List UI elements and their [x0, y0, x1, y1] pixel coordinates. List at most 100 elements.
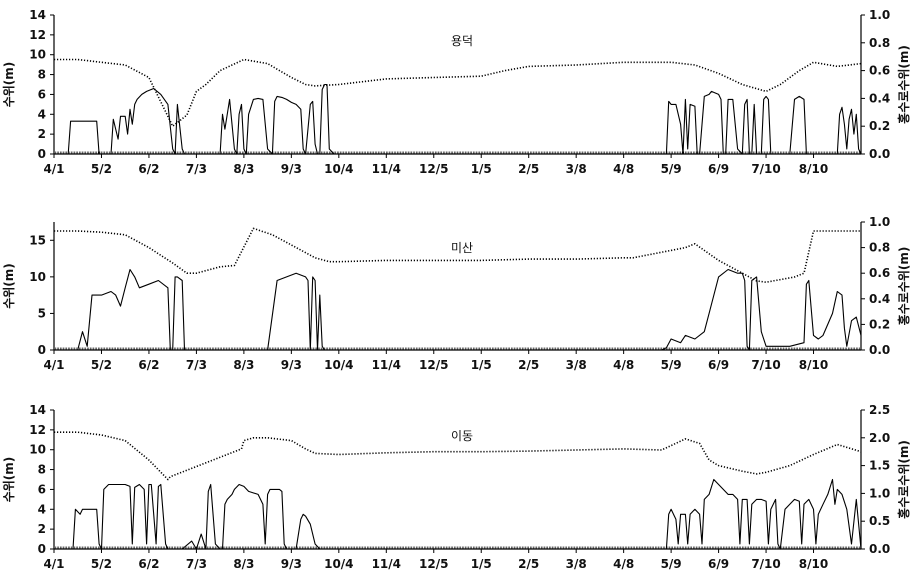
y2-tick-label: 0.6 — [869, 64, 890, 78]
y2-tick-label: 1.0 — [869, 8, 890, 22]
y-axis-title: 수위(m) — [2, 263, 16, 309]
x-tick-label: 10/4 — [324, 358, 353, 372]
x-tick-label: 11/4 — [372, 557, 401, 571]
x-tick-label: 6/9 — [708, 162, 729, 176]
x-tick-label: 2/5 — [518, 557, 539, 571]
series-line-water-level — [54, 268, 862, 351]
panel-title: 이동 — [451, 429, 473, 443]
x-tick-label: 1/5 — [471, 358, 492, 372]
x-tick-label: 7/10 — [751, 557, 780, 571]
y-tick-label: 0 — [38, 542, 46, 556]
y2-tick-label: 0.0 — [869, 343, 890, 357]
series-line-flood-level — [54, 58, 862, 127]
y-tick-label: 2 — [38, 522, 46, 536]
y-tick-label: 12 — [29, 423, 46, 437]
x-tick-label: 8/10 — [799, 162, 828, 176]
panel-title: 미산 — [451, 241, 473, 255]
x-tick-label: 6/9 — [708, 557, 729, 571]
x-tick-label: 8/10 — [799, 358, 828, 372]
y-tick-label: 8 — [38, 463, 46, 477]
x-tick-label: 10/4 — [324, 557, 353, 571]
x-tick-label: 5/2 — [91, 358, 112, 372]
x-tick-label: 1/5 — [471, 557, 492, 571]
y2-tick-label: 0.0 — [869, 147, 890, 161]
x-tick-label: 8/3 — [233, 557, 254, 571]
x-tick-label: 9/3 — [281, 557, 302, 571]
y2-tick-label: 2.0 — [869, 431, 890, 445]
y2-tick-label: 0.4 — [869, 91, 890, 105]
y2-tick-label: 0.2 — [869, 317, 890, 331]
x-tick-label: 4/1 — [43, 162, 64, 176]
chart-panel-1: 0 2 4 6 8 10 12 14 0.0 0.2 0.4 0.6 0.8 1.0 4/1 5/2 6/2 7/… — [2, 8, 911, 176]
y-axis-title: 수위(m) — [2, 457, 16, 503]
y2-tick-label: 0.4 — [869, 292, 890, 306]
x-tick-label: 8/10 — [799, 557, 828, 571]
x-tick-label: 4/1 — [43, 557, 64, 571]
x-tick-label: 7/10 — [751, 358, 780, 372]
y2-tick-label: 1.0 — [869, 215, 890, 229]
series-line-flood-level — [54, 227, 861, 284]
x-tick-label: 6/2 — [138, 358, 159, 372]
x-tick-label: 1/5 — [471, 162, 492, 176]
x-tick-label: 11/4 — [372, 358, 401, 372]
y-tick-label: 12 — [29, 28, 46, 42]
y-tick-label: 14 — [29, 8, 46, 22]
x-tick-label: 3/8 — [566, 162, 587, 176]
series-line-water-level — [54, 83, 862, 155]
y-tick-label: 2 — [38, 127, 46, 141]
chart-panel-3: 0 2 4 6 8 10 12 14 0.0 0.5 1.0 1.5 2.0 2.5 4/1 5/2 6/2 7/… — [2, 403, 911, 571]
y2-tick-label: 0.0 — [869, 542, 890, 556]
y-tick-label: 5 — [38, 306, 46, 320]
y2-axis-title: 홍수로수위(m) — [896, 45, 911, 124]
x-tick-label: 9/3 — [281, 162, 302, 176]
x-tick-label: 9/3 — [281, 358, 302, 372]
y-tick-label: 0 — [38, 147, 46, 161]
y2-axis-title: 홍수로수위(m) — [896, 247, 911, 326]
y-tick-label: 4 — [38, 502, 46, 516]
x-tick-label: 7/3 — [186, 162, 207, 176]
x-tick-label: 4/1 — [43, 358, 64, 372]
y-tick-label: 10 — [29, 48, 46, 62]
y2-tick-label: 0.2 — [869, 119, 890, 133]
x-tick-label: 2/5 — [518, 358, 539, 372]
x-tick-label: 5/2 — [91, 557, 112, 571]
x-tick-label: 3/8 — [566, 358, 587, 372]
series-line-water-level — [54, 478, 862, 550]
x-tick-label: 5/9 — [661, 557, 682, 571]
y2-tick-label: 1.5 — [869, 459, 890, 473]
y2-tick-label: 0.8 — [869, 36, 890, 50]
x-tick-label: 6/2 — [138, 557, 159, 571]
y2-axis-title: 홍수로수위(m) — [896, 440, 911, 519]
x-tick-label: 6/2 — [138, 162, 159, 176]
x-tick-label: 10/4 — [324, 162, 353, 176]
x-tick-label: 11/4 — [372, 162, 401, 176]
panel-title: 용덕 — [451, 34, 473, 48]
chart-panel-2: 0 5 10 15 0.0 0.2 0.4 0.6 0.8 1.0 4/1 5/2 6/2 7/3 8/3 9… — [2, 215, 911, 372]
x-tick-label: 6/9 — [708, 358, 729, 372]
y2-tick-label: 0.5 — [869, 514, 890, 528]
x-tick-label: 12/5 — [419, 162, 448, 176]
y2-tick-label: 0.8 — [869, 241, 890, 255]
y-axis-title: 수위(m) — [2, 62, 16, 108]
x-tick-label: 8/3 — [233, 358, 254, 372]
x-tick-label: 7/10 — [751, 162, 780, 176]
y-tick-label: 4 — [38, 107, 46, 121]
x-tick-label: 5/9 — [661, 358, 682, 372]
y2-tick-label: 1.0 — [869, 486, 890, 500]
x-tick-label: 7/3 — [186, 358, 207, 372]
x-tick-label: 4/8 — [613, 358, 634, 372]
x-tick-label: 4/8 — [613, 162, 634, 176]
x-tick-label: 5/2 — [91, 162, 112, 176]
y-tick-label: 10 — [29, 270, 46, 284]
x-tick-label: 12/5 — [419, 358, 448, 372]
y-tick-label: 0 — [38, 343, 46, 357]
y-tick-label: 10 — [29, 443, 46, 457]
y2-tick-label: 2.5 — [869, 403, 890, 417]
y-tick-label: 6 — [38, 87, 46, 101]
y-tick-label: 8 — [38, 68, 46, 82]
y2-tick-label: 0.6 — [869, 266, 890, 280]
y-tick-label: 14 — [29, 403, 46, 417]
x-tick-label: 2/5 — [518, 162, 539, 176]
